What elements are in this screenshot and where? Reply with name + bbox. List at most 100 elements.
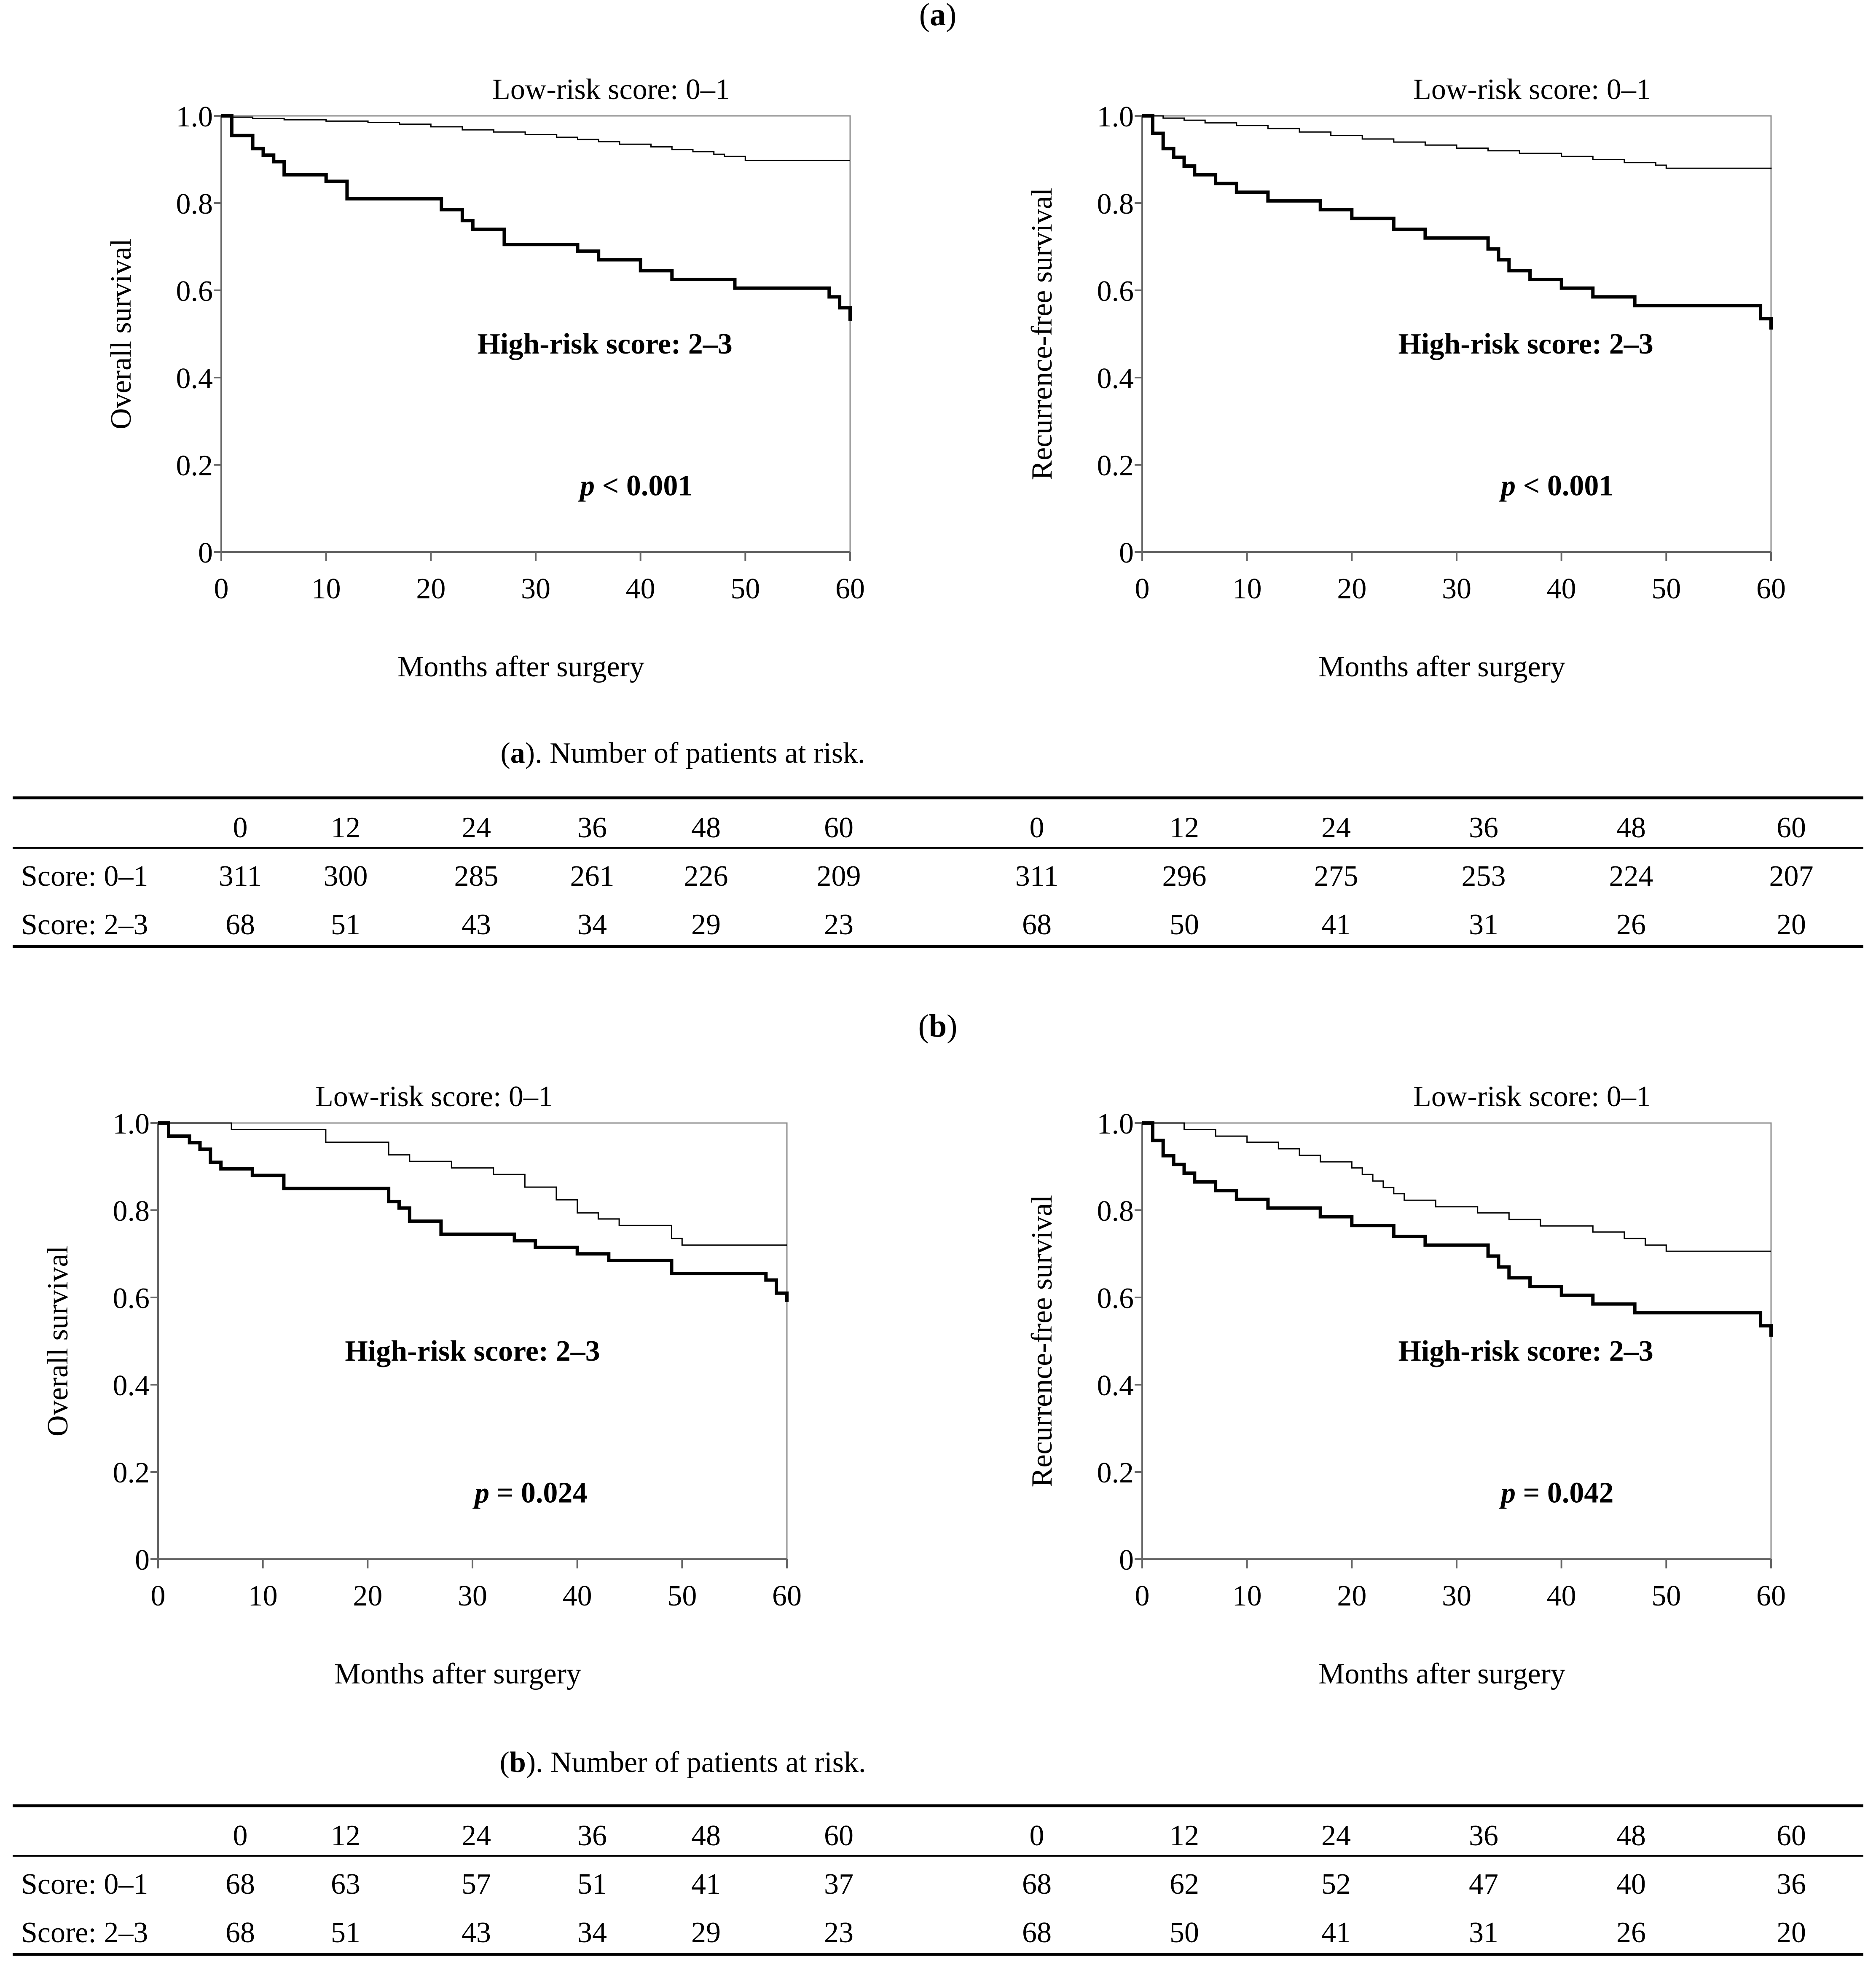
os-count: 51	[577, 1868, 607, 1900]
table-caption: (b). Number of patients at risk.	[500, 1746, 866, 1779]
y-tick-label: 0	[198, 537, 213, 569]
km-chart-a-os: 0 10 20 30 40 50 60 0 0.2 0.4 0.6 0.8 1.0 Overall sur…	[105, 73, 865, 683]
table-header-rule	[13, 847, 1863, 849]
panel-label-b: (b)	[918, 1008, 958, 1044]
p-value: p = 0.042	[1499, 1477, 1613, 1509]
x-tick-label: 30	[458, 1580, 487, 1612]
low-risk-curve	[221, 115, 850, 161]
low-risk-label: Low-risk score: 0–1	[1413, 1080, 1651, 1113]
header-rfs-36: 36	[1469, 812, 1498, 844]
y-tick-label: 0.6	[1097, 275, 1134, 308]
x-tick-label: 0	[1135, 1580, 1150, 1612]
os-count: 226	[684, 860, 728, 893]
p-value-text: = 0.024	[489, 1477, 587, 1509]
risk-table-b: 0 0 12 12 24 24 36 36 48 48 60 60 Score: 0–1 68 63 57 51…	[13, 1804, 1863, 1956]
table-caption-part: b	[510, 1746, 526, 1779]
header-os-60: 60	[824, 1820, 853, 1852]
header-rfs-60: 60	[1777, 1820, 1806, 1852]
os-count: 311	[218, 860, 262, 893]
header-os-36: 36	[577, 1820, 607, 1852]
x-tick-label: 50	[667, 1580, 697, 1612]
x-tick-label: 60	[835, 573, 865, 605]
x-tick-label: 50	[1651, 573, 1681, 605]
rfs-count: 68	[1022, 1868, 1052, 1900]
table-top-rule	[13, 796, 1863, 799]
x-tick-label: 0	[214, 573, 229, 605]
x-tick-label: 20	[416, 573, 446, 605]
panel-label-part: a	[930, 0, 946, 32]
os-count: 51	[331, 909, 360, 941]
p-value-text: = 0.042	[1516, 1477, 1613, 1509]
rfs-count: 50	[1170, 1916, 1199, 1949]
os-count: 23	[824, 1916, 853, 1949]
panel-label-a: (a)	[919, 0, 957, 32]
y-tick-label: 1.0	[1097, 1108, 1134, 1140]
table-caption-part: (	[500, 737, 510, 769]
header-os-12: 12	[331, 812, 360, 844]
header-rfs-24: 24	[1321, 812, 1351, 844]
os-count: 29	[691, 1916, 721, 1949]
header-rfs-48: 48	[1616, 1820, 1646, 1852]
p-symbol: p	[1499, 1477, 1516, 1509]
y-tick-label: 0.6	[176, 275, 213, 308]
header-os-36: 36	[577, 812, 607, 844]
x-tick-label: 60	[1756, 573, 1786, 605]
low-risk-curve	[1142, 115, 1772, 169]
y-tick-label: 0	[1119, 1544, 1134, 1576]
x-tick-label: 60	[1756, 1580, 1786, 1612]
panel-label-part: (	[919, 0, 930, 32]
panel-label-part: )	[946, 0, 956, 32]
y-tick-label: 0.8	[1097, 188, 1134, 220]
x-tick-label: 10	[1232, 1580, 1262, 1612]
rfs-count: 224	[1609, 860, 1653, 893]
table-caption: (a). Number of patients at risk.	[500, 737, 865, 769]
x-tick-label: 40	[626, 573, 655, 605]
km-chart-b-rfs: 0 10 20 30 40 50 60 0 0.2 0.4 0.6 0.8 1.0 Recurrence-…	[1026, 1080, 1786, 1690]
high-risk-curve	[221, 114, 852, 321]
y-tick-label: 0	[135, 1544, 150, 1576]
os-count: 34	[577, 909, 607, 941]
x-tick-label: 50	[730, 573, 760, 605]
os-count: 57	[462, 1868, 491, 1900]
table-caption-part: ). Number of patients at risk.	[526, 1746, 866, 1779]
x-tick-label: 30	[521, 573, 550, 605]
header-rfs-48: 48	[1616, 812, 1646, 844]
high-risk-label: High-risk score: 2–3	[345, 1335, 600, 1367]
y-tick-label: 0.2	[1097, 1457, 1134, 1489]
km-chart-a-rfs: 0 10 20 30 40 50 60 0 0.2 0.4 0.6 0.8 1.0 Recurrence-…	[1026, 73, 1786, 683]
p-symbol: p	[472, 1477, 489, 1509]
x-tick-label: 0	[1135, 573, 1150, 605]
header-os-0: 0	[233, 812, 248, 844]
rfs-count: 68	[1022, 909, 1052, 941]
x-tick-label: 10	[311, 573, 341, 605]
rfs-count: 36	[1777, 1868, 1806, 1900]
x-tick-label: 40	[563, 1580, 592, 1612]
x-tick-label: 50	[1651, 1580, 1681, 1612]
header-os-12: 12	[331, 1820, 360, 1852]
row-label: Score: 0–1	[21, 860, 148, 893]
table-bottom-rule	[13, 945, 1863, 948]
rfs-count: 31	[1469, 909, 1498, 941]
header-rfs-60: 60	[1777, 812, 1806, 844]
rfs-count: 20	[1777, 1916, 1806, 1949]
header-rfs-0: 0	[1029, 1820, 1044, 1852]
y-tick-label: 0.6	[113, 1282, 150, 1315]
y-tick-label: 0	[1119, 537, 1134, 569]
header-os-0: 0	[233, 1820, 248, 1852]
p-value: p = 0.024	[472, 1477, 587, 1509]
header-rfs-36: 36	[1469, 1820, 1498, 1852]
km-chart-b-os: 0 10 20 30 40 50 60 0 0.2 0.4 0.6 0.8 1.0 Overall sur…	[42, 1080, 802, 1690]
rfs-count: 253	[1461, 860, 1506, 893]
row-label: Score: 2–3	[21, 1916, 148, 1949]
row-label: Score: 2–3	[21, 909, 148, 941]
rfs-count: 207	[1769, 860, 1814, 893]
p-value-text: < 0.001	[595, 469, 692, 502]
os-count: 209	[816, 860, 861, 893]
rfs-count: 41	[1321, 909, 1351, 941]
x-tick-label: 10	[248, 1580, 278, 1612]
x-tick-label: 20	[353, 1580, 382, 1612]
rfs-count: 296	[1162, 860, 1207, 893]
os-count: 41	[691, 1868, 721, 1900]
risk-table-a: 0 0 12 12 24 24 36 36 48 48 60 60 Score: 0–1 311 300 28…	[13, 796, 1863, 948]
